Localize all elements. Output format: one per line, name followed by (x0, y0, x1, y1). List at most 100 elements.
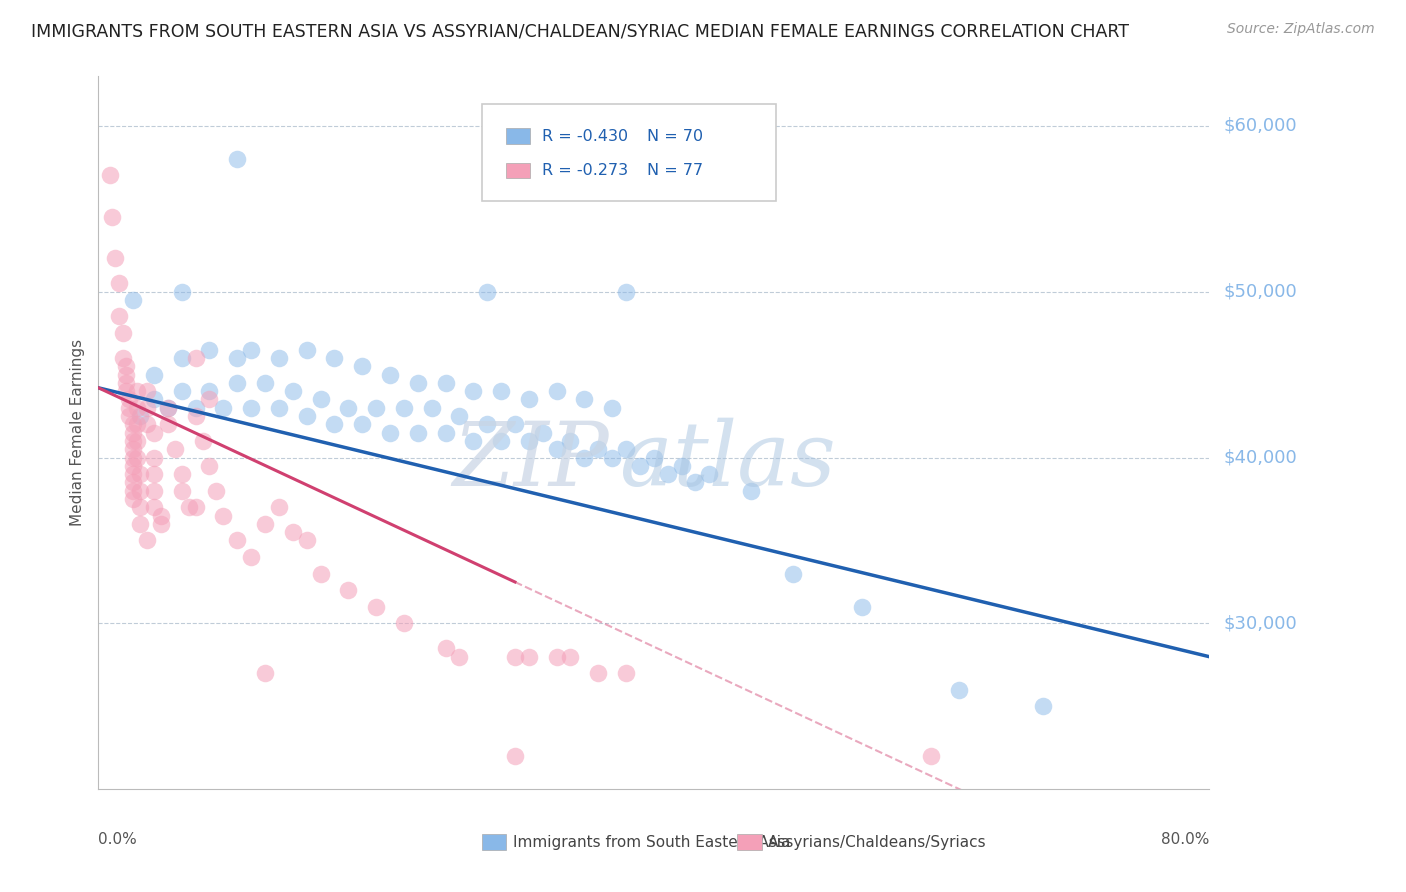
Point (198, 392, 221, 407)
Point (643, 450, 665, 465)
Point (463, 384, 485, 398)
Point (170, 285, 193, 299)
Point (392, 616, 415, 631)
Bar (506, 128, 530, 144)
Point (392, 401, 415, 415)
Text: Immigrants from South Eastern Asia: Immigrants from South Eastern Asia (513, 835, 790, 850)
Point (475, 285, 499, 299)
Point (115, 376, 138, 390)
Point (104, 252, 127, 266)
Point (253, 376, 276, 390)
Point (198, 458, 221, 473)
Text: R = -0.273: R = -0.273 (541, 163, 627, 178)
Point (366, 401, 388, 415)
Point (129, 483, 152, 498)
Point (184, 500, 207, 515)
Point (129, 467, 152, 482)
Point (127, 401, 149, 415)
Point (378, 368, 401, 382)
Point (143, 467, 166, 482)
Point (614, 666, 637, 681)
Text: 0.0%: 0.0% (98, 832, 138, 847)
Point (406, 425, 429, 440)
Point (309, 566, 332, 581)
Point (295, 343, 318, 357)
Point (122, 475, 145, 490)
Point (170, 351, 193, 365)
Text: ZIP: ZIP (453, 417, 609, 505)
Point (434, 425, 457, 440)
Point (267, 351, 290, 365)
Text: 80.0%: 80.0% (1161, 832, 1209, 847)
Point (122, 467, 145, 482)
Point (281, 525, 304, 540)
Point (546, 384, 568, 398)
Point (184, 401, 207, 415)
Point (143, 450, 166, 465)
Point (122, 450, 145, 465)
Point (337, 401, 360, 415)
Text: IMMIGRANTS FROM SOUTH EASTERN ASIA VS ASSYRIAN/CHALDEAN/SYRIAC MEDIAN FEMALE EAR: IMMIGRANTS FROM SOUTH EASTERN ASIA VS AS… (31, 22, 1129, 40)
Point (127, 450, 149, 465)
Point (177, 500, 200, 515)
Point (1032, 699, 1054, 714)
Point (588, 666, 610, 681)
Point (115, 368, 138, 382)
Point (129, 409, 152, 423)
Point (740, 483, 762, 498)
Point (240, 550, 263, 565)
Text: N = 70: N = 70 (647, 128, 703, 144)
Point (253, 516, 276, 531)
Point (156, 401, 179, 415)
Point (240, 343, 263, 357)
Point (449, 649, 471, 664)
Point (366, 599, 388, 614)
Point (531, 425, 554, 440)
Point (122, 293, 145, 307)
Text: $40,000: $40,000 (1223, 449, 1296, 467)
Point (434, 641, 457, 656)
Point (378, 425, 401, 440)
Point (226, 351, 249, 365)
Y-axis label: Median Female Earnings: Median Female Earnings (69, 339, 84, 526)
Point (184, 351, 207, 365)
Point (108, 277, 131, 291)
Point (226, 152, 249, 166)
Point (503, 417, 526, 432)
Point (136, 417, 159, 432)
Point (122, 458, 145, 473)
Point (170, 384, 193, 398)
Point (122, 425, 145, 440)
Point (782, 566, 804, 581)
Point (127, 434, 149, 448)
FancyBboxPatch shape (482, 104, 776, 201)
Point (98, 169, 121, 183)
Point (226, 533, 249, 548)
Point (136, 384, 159, 398)
Point (295, 409, 318, 423)
Text: $50,000: $50,000 (1223, 283, 1296, 301)
Point (112, 326, 135, 340)
Point (517, 649, 540, 664)
Point (352, 417, 374, 432)
Point (671, 458, 693, 473)
Point (574, 392, 596, 407)
Point (149, 508, 172, 523)
Point (267, 500, 290, 515)
Point (449, 409, 471, 423)
Point (560, 434, 582, 448)
Text: N = 77: N = 77 (647, 163, 703, 178)
Point (600, 450, 623, 465)
Point (851, 599, 873, 614)
Point (118, 409, 141, 423)
Text: $30,000: $30,000 (1223, 615, 1296, 632)
Point (240, 401, 263, 415)
Point (574, 450, 596, 465)
Point (205, 483, 228, 498)
Point (184, 409, 207, 423)
Point (420, 401, 443, 415)
Point (143, 500, 166, 515)
Point (122, 434, 145, 448)
Point (143, 483, 166, 498)
Point (143, 425, 166, 440)
